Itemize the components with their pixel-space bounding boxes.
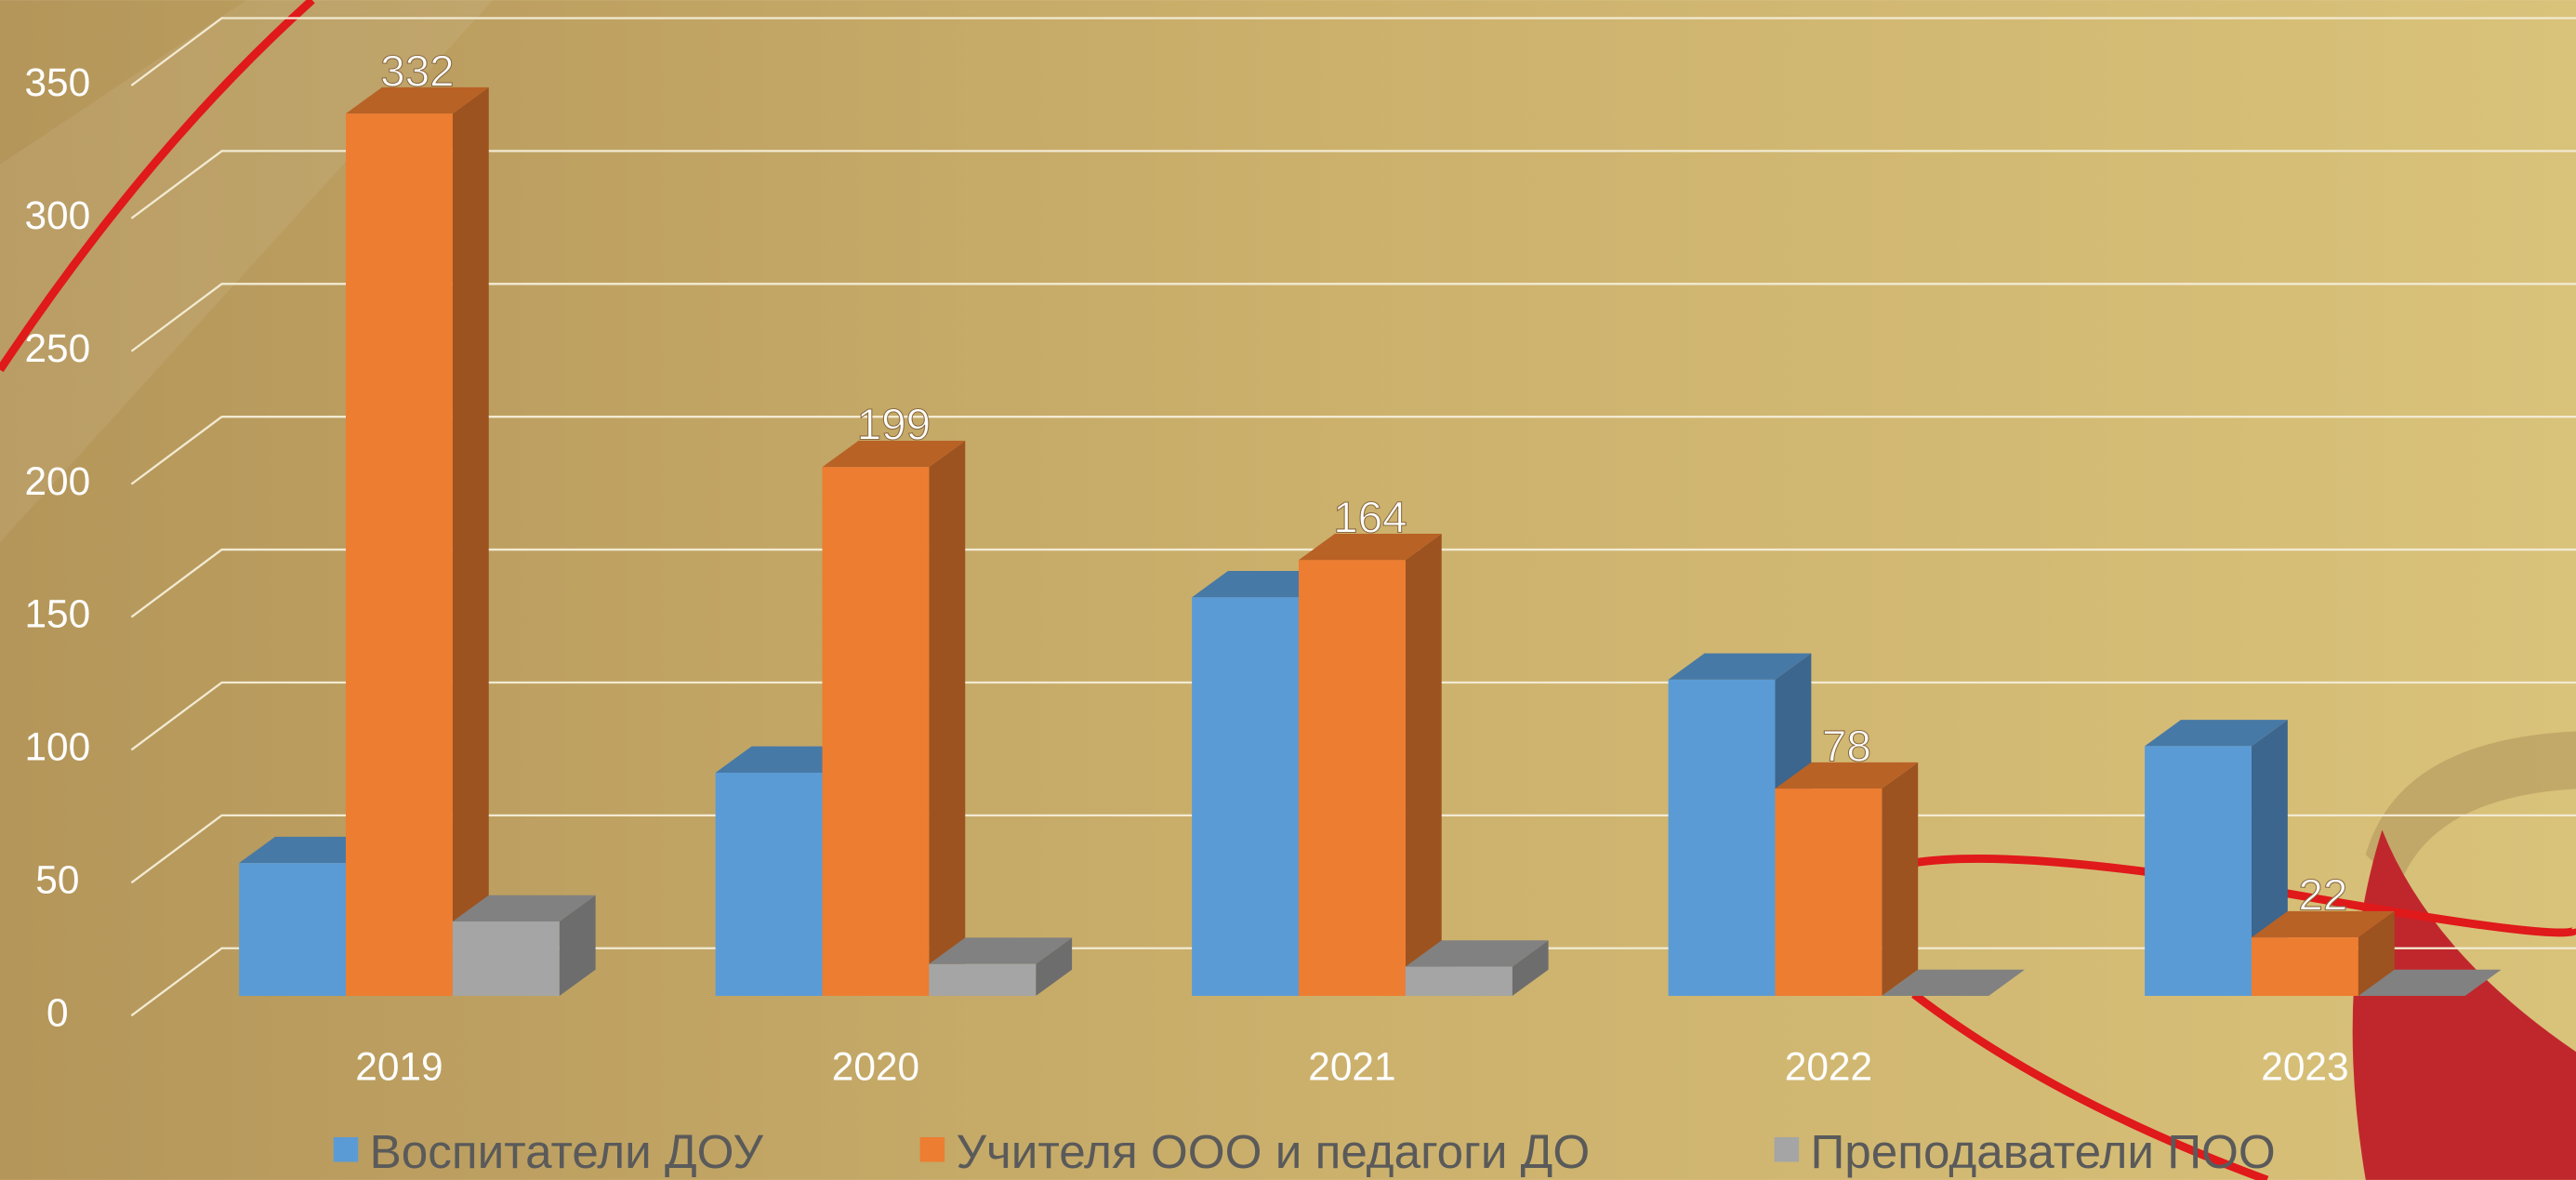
bar: [1406, 967, 1513, 996]
x-tick-label: 2023: [2261, 1045, 2348, 1089]
legend-label: Преподаватели ПОО: [1810, 1125, 2275, 1178]
legend-label: Учителя ООО и педагоги ДО: [957, 1125, 1591, 1178]
data-label: 22: [2298, 870, 2347, 920]
data-label: 78: [1822, 722, 1871, 771]
y-tick-label: 300: [24, 193, 90, 237]
y-tick-label: 200: [24, 459, 90, 503]
y-tick-label: 150: [24, 592, 90, 636]
data-label: 332: [380, 46, 455, 96]
x-tick-label: 2020: [832, 1045, 919, 1089]
bar: [2252, 937, 2358, 996]
bar: [1192, 597, 1299, 996]
bar: [822, 467, 929, 996]
bar: [929, 964, 1036, 996]
bar-side: [929, 441, 965, 996]
bar: [346, 113, 453, 996]
legend-swatch: [334, 1137, 359, 1162]
x-tick-label: 2021: [1308, 1045, 1395, 1089]
y-tick-label: 100: [24, 725, 90, 769]
bar: [239, 863, 346, 996]
bar: [453, 921, 560, 996]
bar: [2145, 746, 2252, 996]
legend-swatch: [920, 1137, 945, 1162]
bar-side: [1882, 762, 1918, 996]
bar: [1775, 789, 1882, 996]
chart: 0 50 100 150 200 250 300 350 2019 332 2020 199 2021 1…: [0, 0, 2576, 1180]
x-tick-label: 2022: [1785, 1045, 1872, 1089]
legend-label: Воспитатели ДОУ: [370, 1125, 764, 1178]
bar: [716, 773, 823, 996]
x-tick-label: 2019: [355, 1045, 443, 1089]
bar: [1669, 680, 1776, 996]
page: 0 50 100 150 200 250 300 350 2019 332 2020 199 2021 1…: [0, 0, 2576, 1180]
data-label: 199: [857, 400, 931, 449]
bar-side: [453, 87, 489, 996]
y-tick-label: 50: [35, 858, 79, 902]
bar-side: [1406, 534, 1442, 996]
data-label: 164: [1333, 494, 1407, 543]
legend-swatch: [1775, 1137, 1800, 1162]
y-tick-label: 350: [24, 60, 90, 104]
y-tick-label: 0: [46, 990, 69, 1034]
bar: [1299, 560, 1406, 996]
y-tick-label: 250: [24, 326, 90, 370]
